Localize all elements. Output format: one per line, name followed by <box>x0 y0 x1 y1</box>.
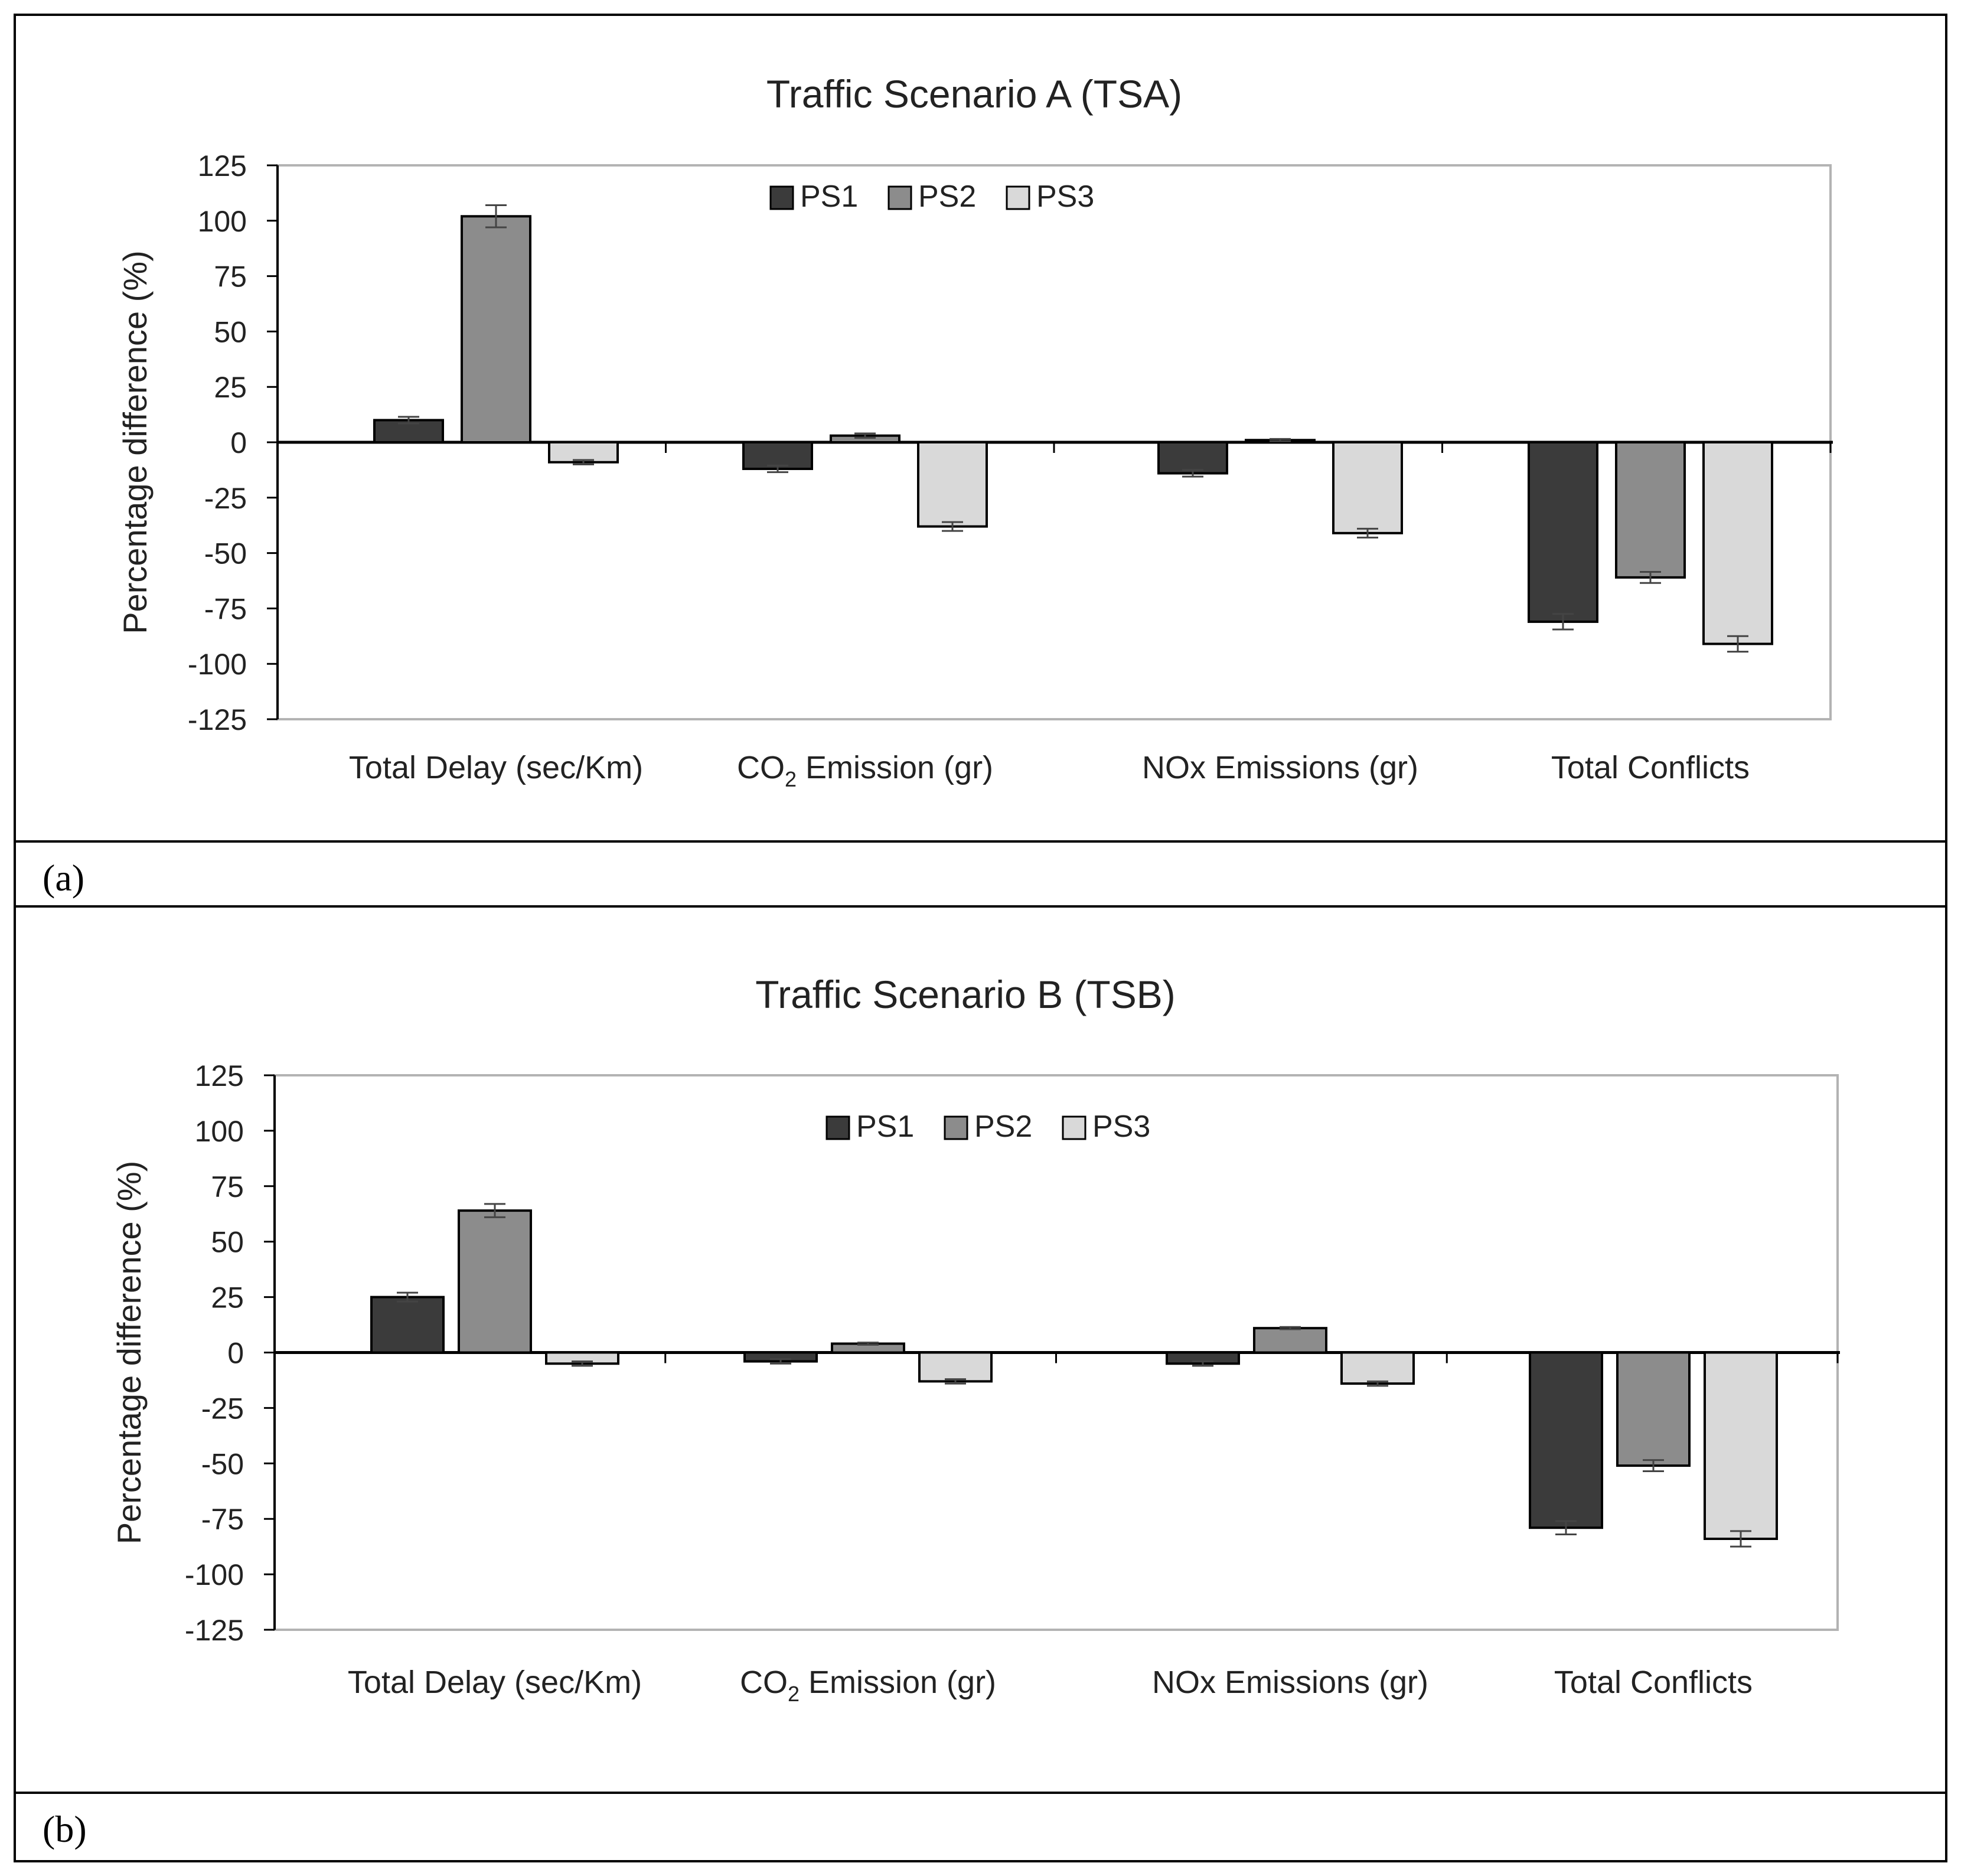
tsb-chart-title: Traffic Scenario B (TSB) <box>755 973 1176 1016</box>
tsb-y-tick-label: 100 <box>195 1115 244 1148</box>
tsb-errorbar-ps2-2 <box>1280 1326 1301 1330</box>
tsa-y-axis-label: Percentage difference (%) <box>116 250 154 634</box>
tsa-bar-ps3-1 <box>917 441 988 528</box>
tsb-errorbar-ps2-0 <box>484 1203 505 1218</box>
chart-tsb: Traffic Scenario B (TSB) Percentage diffe… <box>110 973 1840 1706</box>
tsb-y-tick-label: -125 <box>185 1614 244 1647</box>
tsa-legend: PS1 PS2 PS3 <box>769 180 1094 214</box>
tsa-y-tick-label: 100 <box>198 205 247 238</box>
tsa-bar-ps3-2 <box>1332 441 1403 534</box>
tsb-bar-ps2-0 <box>458 1209 532 1354</box>
tsb-y-tick-label: 50 <box>211 1226 244 1259</box>
panel-caption-a: (a) <box>43 857 85 899</box>
legend-label-ps1: PS1 <box>856 1110 914 1144</box>
panel-caption-b: (b) <box>43 1808 87 1850</box>
tsb-bar-ps3-3 <box>1704 1351 1778 1541</box>
tsb-x-category-label: CO2 Emission (gr) <box>740 1665 996 1706</box>
tsa-errorbar-ps3-2 <box>1357 527 1378 539</box>
tsa-bar-ps1-2 <box>1157 441 1228 475</box>
tsa-bar-ps2-3 <box>1615 441 1686 579</box>
tsb-x-category-label: Total Delay (sec/Km) <box>348 1665 642 1700</box>
tsb-y-axis-label: Percentage difference (%) <box>110 1161 148 1545</box>
tsa-y-tick-label: 50 <box>214 315 247 348</box>
tsb-bar-ps2-3 <box>1616 1351 1691 1467</box>
divider-a-bottom <box>14 905 1947 908</box>
tsa-x-category-label: Total Delay (sec/Km) <box>349 750 643 785</box>
tsa-errorbar-ps2-2 <box>1270 438 1291 442</box>
tsa-bar-ps1-3 <box>1528 441 1598 623</box>
tsb-x-category-label: Total Conflicts <box>1554 1665 1753 1700</box>
legend-swatch-ps3 <box>1062 1115 1086 1140</box>
legend-swatch-ps1 <box>825 1115 850 1140</box>
legend-label-ps2: PS2 <box>918 180 976 214</box>
tsb-errorbar-ps3-0 <box>572 1360 593 1367</box>
tsa-chart-title: Traffic Scenario A (TSA) <box>766 72 1182 116</box>
tsa-y-tick-label: -125 <box>188 703 247 736</box>
tsb-y-tick-label: 75 <box>211 1170 244 1203</box>
tsb-bar-ps3-1 <box>918 1351 993 1383</box>
figure-frame <box>14 14 1947 1862</box>
tsb-errorbar-ps1-1 <box>770 1358 791 1365</box>
tsa-errorbar-ps1-1 <box>767 464 788 474</box>
tsa-y-tick-label: -50 <box>204 537 247 570</box>
tsb-bar-ps1-3 <box>1529 1351 1603 1529</box>
tsa-errorbar-ps3-1 <box>942 521 963 532</box>
tsa-y-tick-label: -75 <box>204 592 247 625</box>
legend-swatch-ps2 <box>887 185 912 210</box>
tsa-bar-ps3-3 <box>1702 441 1773 645</box>
tsb-y-tick-label: -75 <box>201 1503 244 1536</box>
tsb-y-tick-label: -25 <box>201 1392 244 1425</box>
tsa-x-category-label: CO2 Emission (gr) <box>737 750 993 791</box>
tsa-errorbar-ps2-1 <box>854 432 876 439</box>
tsa-y-tick-label: 0 <box>230 426 247 459</box>
legend-swatch-ps3 <box>1006 185 1030 210</box>
tsb-x-category-label: NOx Emissions (gr) <box>1152 1665 1428 1700</box>
chart-tsa: Traffic Scenario A (TSA) Percentage diffe… <box>116 72 1833 791</box>
tsb-errorbar-ps1-0 <box>397 1291 418 1303</box>
tsb-y-tick-label: 0 <box>227 1337 244 1370</box>
tsa-errorbar-ps3-3 <box>1727 635 1748 653</box>
legend-label-ps2: PS2 <box>974 1110 1032 1144</box>
legend-swatch-ps1 <box>769 185 794 210</box>
tsa-x-category-label: Total Conflicts <box>1551 750 1750 785</box>
legend-swatch-ps2 <box>944 1115 968 1140</box>
tsa-y-tick-label: 75 <box>214 260 247 293</box>
tsa-x-category-label: NOx Emissions (gr) <box>1142 750 1418 785</box>
tsb-errorbar-ps3-3 <box>1730 1530 1751 1548</box>
tsb-bar-ps3-2 <box>1340 1351 1415 1385</box>
tsa-y-tick-label: 25 <box>214 371 247 404</box>
tsa-errorbar-ps1-0 <box>398 416 419 425</box>
divider-a-top <box>14 840 1947 843</box>
tsb-y-tick-label: 125 <box>195 1059 244 1092</box>
tsa-y-tick-label: -100 <box>188 648 247 681</box>
tsb-errorbar-ps3-1 <box>945 1378 966 1385</box>
tsa-y-tick-label: -25 <box>204 482 247 515</box>
legend-label-ps3: PS3 <box>1092 1110 1150 1144</box>
tsa-errorbar-ps3-0 <box>573 459 594 466</box>
divider-b-top <box>14 1792 1947 1794</box>
tsb-bar-ps1-0 <box>370 1296 445 1354</box>
tsb-bar-ps2-2 <box>1253 1327 1327 1354</box>
tsb-y-tick-label: 25 <box>211 1281 244 1314</box>
tsa-errorbar-ps1-2 <box>1182 469 1203 478</box>
tsb-errorbar-ps1-3 <box>1555 1520 1577 1535</box>
tsb-errorbar-ps1-2 <box>1192 1360 1213 1367</box>
tsb-y-tick-label: -100 <box>185 1558 244 1591</box>
tsa-errorbar-ps2-0 <box>485 204 507 229</box>
tsa-errorbar-ps1-3 <box>1552 613 1574 631</box>
tsb-y-tick-label: -50 <box>201 1447 244 1480</box>
legend-label-ps3: PS3 <box>1036 180 1094 214</box>
tsb-errorbar-ps2-3 <box>1643 1459 1664 1472</box>
tsb-legend: PS1 PS2 PS3 <box>825 1110 1150 1144</box>
tsb-errorbar-ps2-1 <box>857 1342 879 1346</box>
tsa-errorbar-ps2-3 <box>1640 570 1661 584</box>
tsa-bar-ps2-0 <box>461 215 531 443</box>
tsb-errorbar-ps3-2 <box>1367 1380 1388 1387</box>
legend-label-ps1: PS1 <box>800 180 858 214</box>
tsa-y-tick-label: 125 <box>198 149 247 182</box>
